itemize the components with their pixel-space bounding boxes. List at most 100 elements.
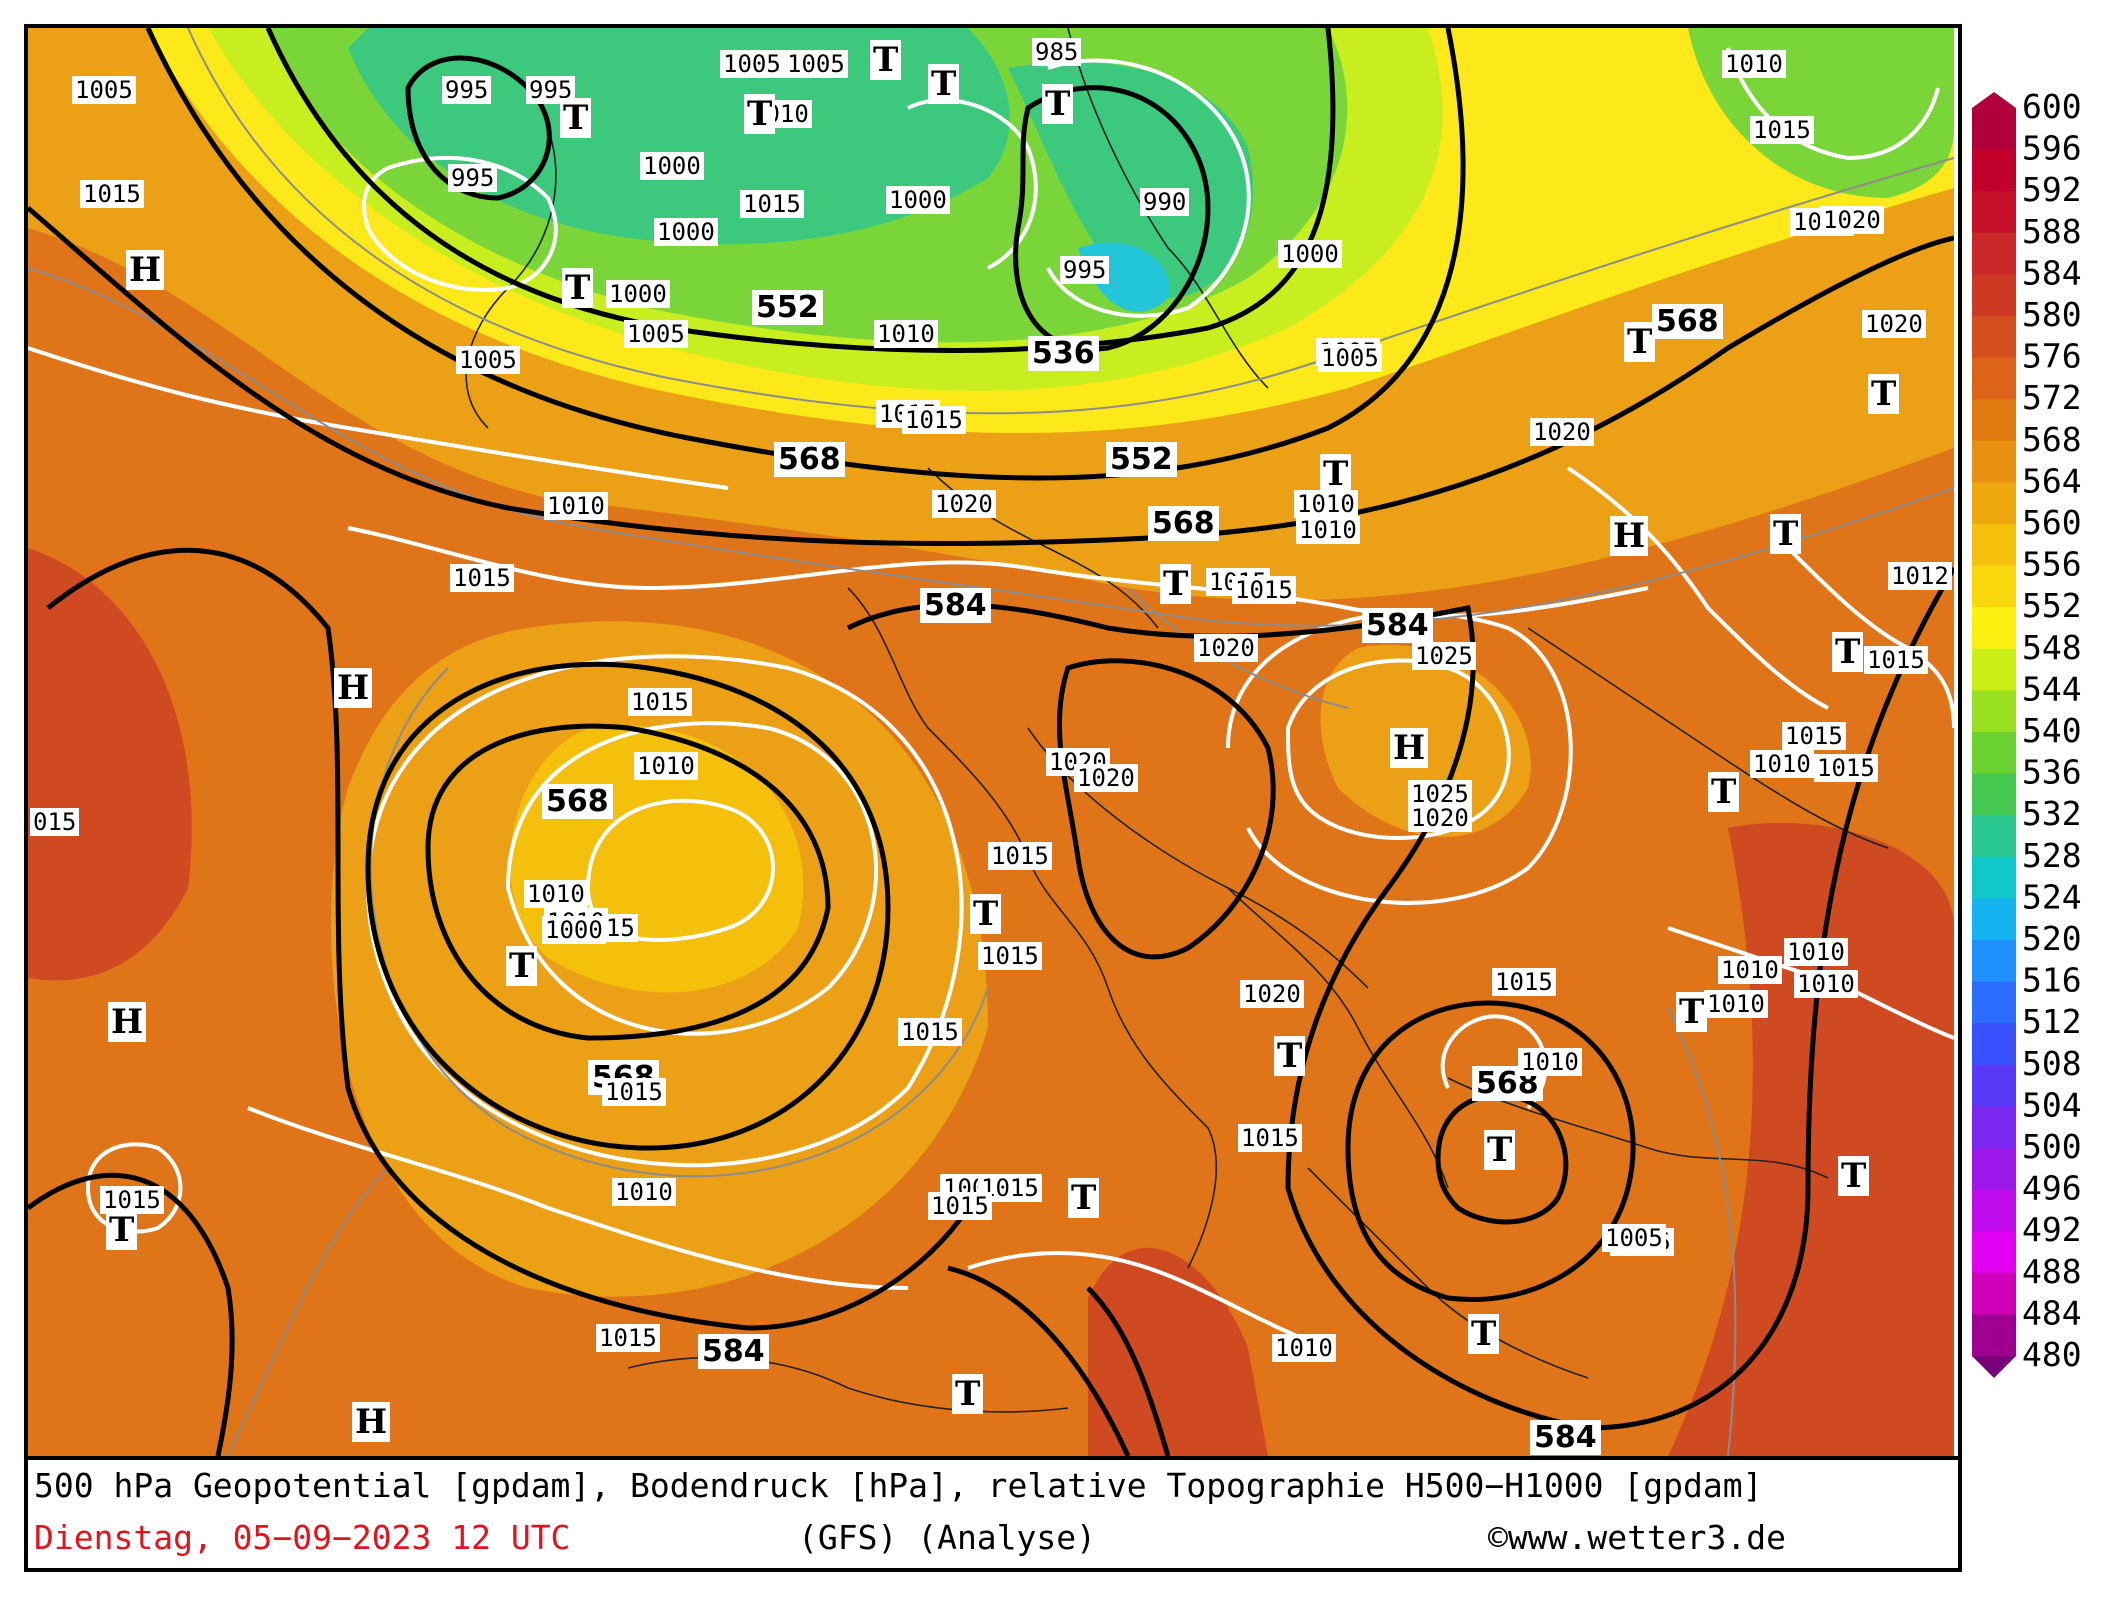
pressure-label: 1000 <box>542 916 606 944</box>
pressure-label: 1015 <box>450 564 514 592</box>
legend-swatch <box>1972 648 2016 691</box>
legend-label: 512 <box>2022 1002 2082 1041</box>
legend-label: 556 <box>2022 545 2082 584</box>
legend-swatch <box>1972 1023 2016 1066</box>
pressure-label: 985 <box>1032 38 1082 66</box>
pressure-label: 1015 <box>978 942 1042 970</box>
legend-swatch <box>1972 440 2016 483</box>
thickness-legend: 600 596 592 588 584 580 576 572 568 564 560 556 552 5… <box>1970 87 2116 1412</box>
low-pressure-marker: T <box>970 894 1002 934</box>
legend-label: 532 <box>2022 794 2082 833</box>
pressure-label: 015 <box>30 808 80 836</box>
pressure-label: 1020 <box>1862 310 1926 338</box>
geopotential-label: 584 <box>698 1334 769 1369</box>
legend-label: 576 <box>2022 337 2082 376</box>
pressure-label: 1010 <box>1784 938 1848 966</box>
pressure-label: 1010 <box>612 1178 676 1206</box>
low-pressure-marker: T <box>1320 454 1352 494</box>
legend-swatch <box>1972 981 2016 1024</box>
pressure-label: 1015 <box>80 180 144 208</box>
low-pressure-marker: T <box>1160 564 1192 604</box>
pressure-label: 1005 <box>72 76 136 104</box>
pressure-label: 995 <box>1060 256 1110 284</box>
legend-swatch <box>1972 1148 2016 1191</box>
pressure-label: 995 <box>442 76 492 104</box>
pressure-label: 1000 <box>606 280 670 308</box>
pressure-label: 1005 <box>1318 344 1382 372</box>
geopotential-label: 584 <box>1530 1420 1601 1455</box>
low-pressure-marker: T <box>952 1374 984 1414</box>
legend-swatch <box>1972 1272 2016 1315</box>
legend-label: 496 <box>2022 1169 2082 1208</box>
legend-label: 504 <box>2022 1085 2082 1124</box>
legend-swatch <box>1972 1064 2016 1107</box>
pressure-label: 1010 <box>874 320 938 348</box>
pressure-label: 1020 <box>932 490 996 518</box>
caption-description: 500 hPa Geopotential [gpdam], Bodendruck… <box>34 1466 1763 1505</box>
pressure-label: 1020 <box>1530 418 1594 446</box>
low-pressure-marker: T <box>1676 992 1708 1032</box>
pressure-label: 1012 <box>1888 562 1952 590</box>
low-pressure-marker: T <box>1042 84 1074 124</box>
geopotential-label: 552 <box>752 290 823 325</box>
legend-swatch <box>1972 232 2016 275</box>
pressure-label: 1015 <box>898 1018 962 1046</box>
legend-label: 548 <box>2022 628 2082 667</box>
legend-swatch <box>1972 1106 2016 1149</box>
pressure-label: 1010 <box>1750 750 1814 778</box>
high-pressure-marker: H <box>1390 728 1429 768</box>
pressure-label: 1015 <box>902 406 966 434</box>
pressure-label: 990 <box>1140 188 1190 216</box>
low-pressure-marker: T <box>1068 1178 1100 1218</box>
low-pressure-marker: T <box>1468 1314 1500 1354</box>
legend-label: 536 <box>2022 753 2082 792</box>
pressure-label: 1015 <box>988 842 1052 870</box>
high-pressure-marker: H <box>1610 516 1649 556</box>
legend-swatch <box>1972 898 2016 941</box>
pressure-label: 1010 <box>1518 1048 1582 1076</box>
pressure-label: 1005 <box>784 50 848 78</box>
low-pressure-marker: T <box>1770 514 1802 554</box>
legend-swatch <box>1972 316 2016 359</box>
pressure-label: 1015 <box>628 688 692 716</box>
legend-swatch <box>1972 773 2016 816</box>
legend-label: 480 <box>2022 1335 2082 1374</box>
legend-label: 564 <box>2022 461 2082 500</box>
pressure-label: 1020 <box>1240 980 1304 1008</box>
thickness-band-west-dark <box>28 548 192 981</box>
legend-label: 540 <box>2022 711 2082 750</box>
legend-swatch <box>1972 482 2016 525</box>
pressure-label: 1025 <box>1408 780 1472 808</box>
pressure-label: 1015 <box>596 1324 660 1352</box>
caption-model: (GFS) (Analyse) <box>798 1518 1097 1557</box>
legend-label: 520 <box>2022 919 2082 958</box>
legend-swatch <box>1972 1189 2016 1232</box>
legend-label: 552 <box>2022 586 2082 625</box>
legend-label: 492 <box>2022 1210 2082 1249</box>
pressure-label: 1010 <box>1294 490 1358 518</box>
pressure-label: 1010 <box>524 880 588 908</box>
pressure-label: 1010 <box>1296 516 1360 544</box>
pressure-label: 1015 <box>1814 754 1878 782</box>
legend-label: 528 <box>2022 836 2082 875</box>
legend-label: 524 <box>2022 877 2082 916</box>
low-pressure-marker: T <box>1708 772 1740 812</box>
pressure-label: 1000 <box>1278 240 1342 268</box>
legend-label: 500 <box>2022 1127 2082 1166</box>
legend-label: 592 <box>2022 170 2082 209</box>
coastlines <box>465 28 1889 1413</box>
pressure-label: 1020 <box>1194 634 1258 662</box>
pressure-label: 1005 <box>456 346 520 374</box>
low-pressure-marker: T <box>870 40 902 80</box>
legend-swatch <box>1972 1231 2016 1274</box>
pressure-label: 1020 <box>1820 206 1884 234</box>
legend-label: 600 <box>2022 92 2082 126</box>
legend-swatch <box>1972 399 2016 442</box>
legend-arrow-top <box>1972 92 2016 108</box>
pressure-label: 1000 <box>886 186 950 214</box>
pressure-label: 1020 <box>1074 764 1138 792</box>
pressure-label: 1015 <box>1864 646 1928 674</box>
thickness-contours <box>28 28 1954 1456</box>
weather-map: 552 568 584 536 552 568 568 568 584 568 … <box>28 28 1954 1456</box>
thickness-band-south-dark <box>1088 1247 1268 1456</box>
